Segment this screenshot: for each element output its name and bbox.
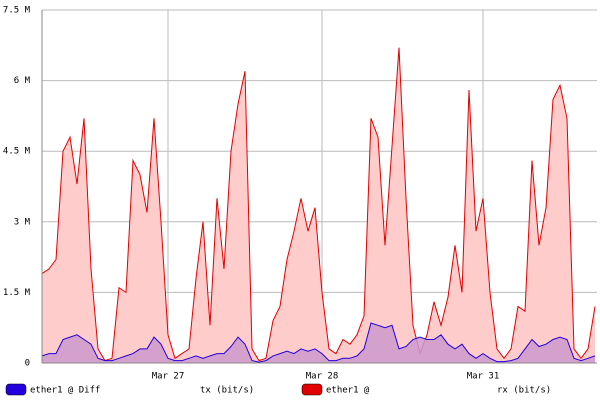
legend-label: ether1 @ bbox=[326, 386, 370, 396]
y-tick-label: 3 M bbox=[14, 217, 31, 227]
x-tick-label: Mar 27 bbox=[152, 372, 185, 382]
x-tick-label: Mar 31 bbox=[467, 372, 500, 382]
y-tick-label: 7.5 M bbox=[3, 6, 31, 16]
area-fill bbox=[42, 47, 595, 363]
area-fill bbox=[42, 323, 595, 363]
line bbox=[41, 322, 596, 363]
legend-unit: rx (bit/s) bbox=[497, 386, 551, 396]
y-tick-label: 4.5 M bbox=[3, 147, 31, 157]
legend-label: ether1 @ Diff bbox=[30, 386, 100, 396]
legend-unit: tx (bit/s) bbox=[200, 386, 254, 396]
y-tick-label: 6 M bbox=[14, 76, 31, 86]
legend-swatch bbox=[5, 383, 27, 396]
legend-swatch bbox=[301, 383, 323, 396]
y-tick-label: 1.5 M bbox=[3, 288, 31, 298]
x-tick-label: Mar 28 bbox=[306, 372, 339, 382]
y-tick-label: 0 bbox=[25, 359, 30, 369]
line bbox=[41, 47, 596, 362]
